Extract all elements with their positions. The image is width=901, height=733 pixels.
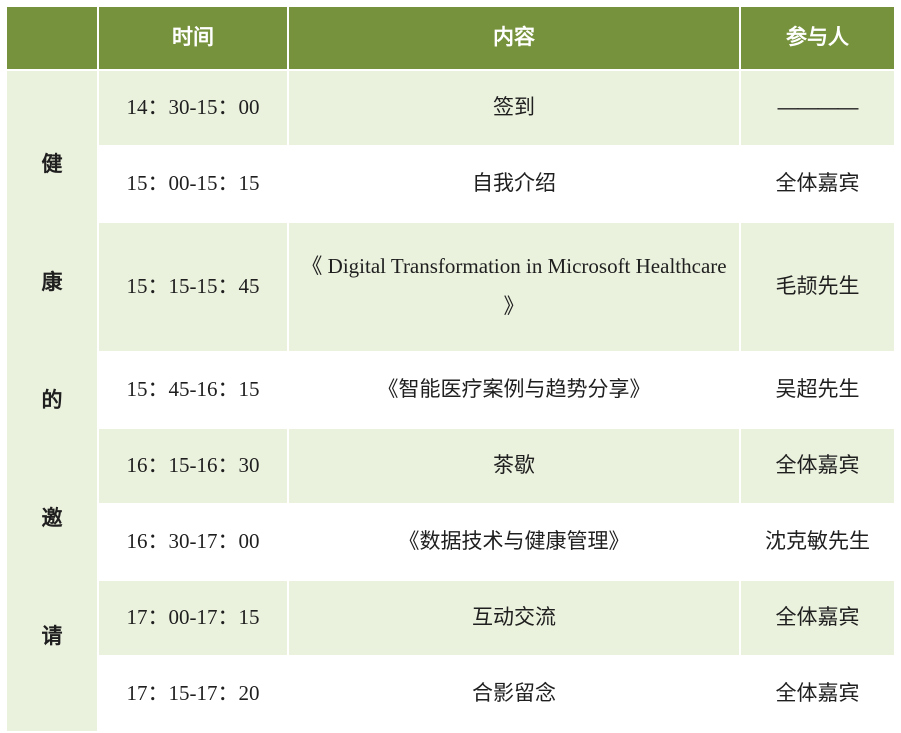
side-label-char: 的 <box>42 381 63 421</box>
cell-people: 全体嘉宾 <box>740 580 895 656</box>
table-row: 17：00-17：15互动交流全体嘉宾 <box>6 580 895 656</box>
header-people: 参与人 <box>740 6 895 70</box>
cell-topic: 《数据技术与健康管理》 <box>288 504 740 580</box>
schedule-table: 时间 内容 参与人 健康的邀请14：30-15：00签到————15：00-15… <box>5 5 896 733</box>
cell-time: 15：45-16：15 <box>98 352 288 428</box>
cell-people: 吴超先生 <box>740 352 895 428</box>
cell-topic: 签到 <box>288 70 740 146</box>
table-row: 16：15-16：30茶歇全体嘉宾 <box>6 428 895 504</box>
side-label-char: 康 <box>42 263 63 303</box>
cell-topic: 合影留念 <box>288 656 740 732</box>
header-side <box>6 6 98 70</box>
table-row: 15：00-15：15自我介绍全体嘉宾 <box>6 146 895 222</box>
cell-time: 15：15-15：45 <box>98 222 288 352</box>
table-row: 16：30-17：00《数据技术与健康管理》沈克敏先生 <box>6 504 895 580</box>
cell-time: 15：00-15：15 <box>98 146 288 222</box>
schedule-table-container: 时间 内容 参与人 健康的邀请14：30-15：00签到————15：00-15… <box>0 0 901 723</box>
cell-people: ———— <box>740 70 895 146</box>
cell-topic: 自我介绍 <box>288 146 740 222</box>
cell-time: 16：15-16：30 <box>98 428 288 504</box>
header-row: 时间 内容 参与人 <box>6 6 895 70</box>
cell-time: 17：15-17：20 <box>98 656 288 732</box>
cell-topic: 《智能医疗案例与趋势分享》 <box>288 352 740 428</box>
table-row: 15：15-15：45《 Digital Transformation in M… <box>6 222 895 352</box>
table-body: 健康的邀请14：30-15：00签到————15：00-15：15自我介绍全体嘉… <box>6 70 895 732</box>
cell-topic: 茶歇 <box>288 428 740 504</box>
side-label-char: 请 <box>42 617 63 657</box>
table-row: 17：15-17：20合影留念全体嘉宾 <box>6 656 895 732</box>
cell-people: 全体嘉宾 <box>740 428 895 504</box>
cell-topic: 互动交流 <box>288 580 740 656</box>
cell-people: 沈克敏先生 <box>740 504 895 580</box>
cell-time: 14：30-15：00 <box>98 70 288 146</box>
cell-people: 全体嘉宾 <box>740 656 895 732</box>
cell-time: 16：30-17：00 <box>98 504 288 580</box>
table-row: 15：45-16：15《智能医疗案例与趋势分享》吴超先生 <box>6 352 895 428</box>
cell-topic: 《 Digital Transformation in Microsoft He… <box>288 222 740 352</box>
side-label: 健康的邀请 <box>6 70 98 732</box>
cell-time: 17：00-17：15 <box>98 580 288 656</box>
cell-people: 毛颉先生 <box>740 222 895 352</box>
table-row: 健康的邀请14：30-15：00签到———— <box>6 70 895 146</box>
cell-people: 全体嘉宾 <box>740 146 895 222</box>
header-topic: 内容 <box>288 6 740 70</box>
side-label-char: 健 <box>42 145 63 185</box>
header-time: 时间 <box>98 6 288 70</box>
side-label-char: 邀 <box>42 499 63 539</box>
